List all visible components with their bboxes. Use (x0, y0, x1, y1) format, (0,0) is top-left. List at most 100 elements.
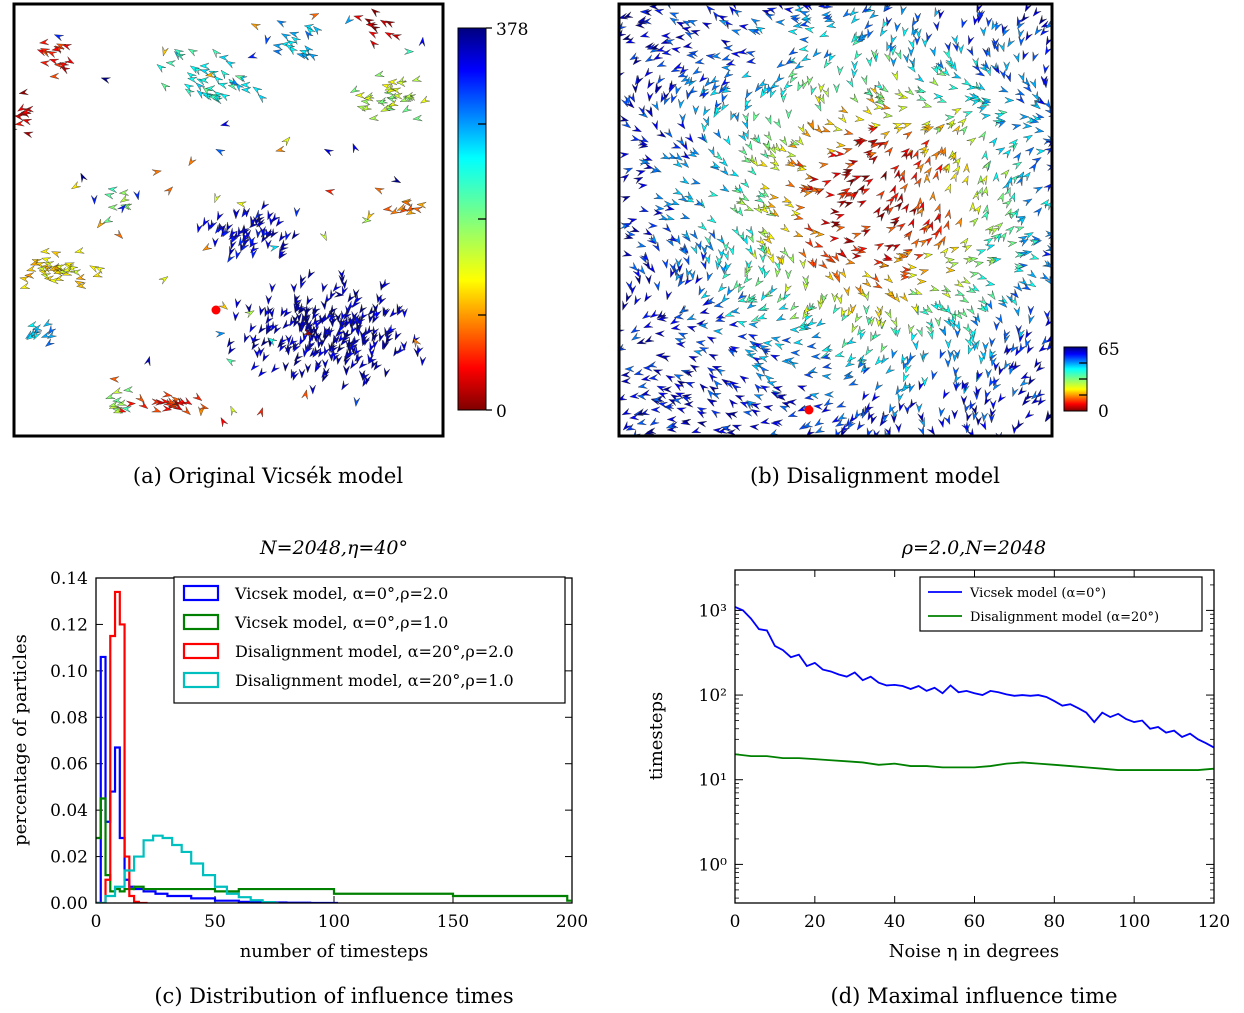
particle-arrow (780, 87, 787, 98)
particle-arrow (351, 298, 361, 308)
particle-arrow (931, 230, 941, 240)
x-tick-label: 150 (437, 912, 469, 932)
particle-arrow (981, 113, 992, 120)
particle-arrow (682, 42, 693, 49)
particle-arrow (765, 114, 772, 125)
particle-arrow (1035, 96, 1046, 105)
particle-arrow (39, 60, 50, 67)
particle-arrow (620, 371, 631, 378)
particle-arrow (954, 289, 965, 296)
particle-arrow (664, 39, 675, 46)
particle-arrow (836, 141, 846, 149)
particle-arrow (663, 200, 674, 207)
particle-arrow (943, 414, 951, 426)
particle-arrow (870, 273, 880, 283)
particle-arrow (638, 205, 650, 212)
particle-arrow (737, 333, 748, 340)
particle-arrow (702, 116, 710, 127)
particle-arrow (785, 56, 795, 65)
particle-arrow (699, 73, 709, 83)
particle-arrow (207, 221, 214, 232)
frame-a (12, 2, 445, 438)
particle-arrow (671, 142, 682, 149)
particle-arrow (21, 118, 32, 126)
particle-arrow (315, 359, 322, 370)
particle-arrow (758, 264, 765, 275)
particle-arrow (935, 123, 945, 133)
particle-arrow (854, 313, 863, 323)
particle-arrow (944, 358, 952, 368)
particle-arrow (679, 113, 686, 124)
particle-arrow (17, 103, 27, 112)
particle-arrow (719, 157, 729, 167)
particle-arrow (273, 324, 282, 335)
particle-arrow (930, 300, 939, 311)
particle-arrow (894, 49, 902, 60)
particle-arrow (285, 334, 292, 345)
particle-arrow (260, 337, 270, 347)
particle-arrow (265, 239, 272, 250)
particle-arrow (664, 214, 675, 221)
particle-arrow (876, 305, 883, 316)
particle-arrow (953, 310, 963, 320)
particle-arrow (350, 324, 358, 335)
particle-arrow (960, 237, 969, 248)
particle-arrow (188, 156, 197, 167)
particle-arrow (849, 303, 857, 314)
particle-arrow (346, 348, 356, 358)
particle-arrow (886, 226, 897, 234)
particle-arrow (1011, 123, 1022, 131)
particle-arrow (766, 84, 774, 95)
particle-arrow (1029, 239, 1040, 246)
particle-arrow (653, 209, 664, 216)
particle-arrow (735, 206, 744, 217)
particle-arrow (308, 53, 318, 61)
particle-arrow (985, 17, 993, 28)
particle-arrow (989, 348, 996, 359)
particle-arrow (654, 204, 665, 212)
particle-arrow (700, 251, 708, 262)
particle-arrow (933, 21, 940, 32)
particle-arrow (820, 353, 831, 360)
particle-arrow (934, 203, 941, 214)
colorbar-a-ticks (478, 27, 492, 411)
particle-arrow (756, 236, 766, 246)
particle-arrow (813, 187, 824, 194)
particle-arrow (312, 325, 319, 336)
colorbar-b-min-label: 0 (1098, 402, 1109, 422)
particle-arrow (151, 398, 162, 405)
particle-arrow (250, 361, 260, 371)
particle-arrow (996, 121, 1007, 128)
particle-arrow (623, 11, 634, 18)
particle-arrow (632, 268, 641, 279)
particle-arrow (943, 163, 950, 174)
particle-arrow (637, 182, 648, 190)
particle-arrow (232, 230, 242, 240)
particle-arrow (649, 417, 660, 426)
particle-arrow (337, 333, 347, 343)
particle-arrow (951, 352, 959, 363)
particle-arrow (411, 75, 422, 82)
particle-arrow (641, 18, 652, 25)
particle-arrow (860, 175, 871, 182)
particle-arrow (314, 362, 322, 373)
particle-arrow (1020, 12, 1030, 23)
particle-arrow (309, 13, 320, 20)
particle-arrow (718, 248, 725, 259)
particle-arrow (683, 401, 694, 408)
particle-arrow (256, 218, 265, 228)
particle-arrow (1005, 225, 1015, 235)
particle-arrow (384, 83, 395, 91)
particle-arrow (739, 375, 749, 384)
particle-arrow (46, 51, 57, 58)
particle-arrow (282, 320, 292, 330)
particle-arrow (250, 216, 257, 227)
particle-arrow (622, 250, 633, 257)
particle-arrow (745, 140, 753, 151)
particle-arrow (643, 162, 654, 170)
particle-arrow (955, 217, 963, 228)
particle-arrow (705, 53, 716, 60)
particle-arrow (874, 81, 884, 91)
particle-arrow (353, 397, 361, 408)
particle-arrow (698, 322, 709, 329)
